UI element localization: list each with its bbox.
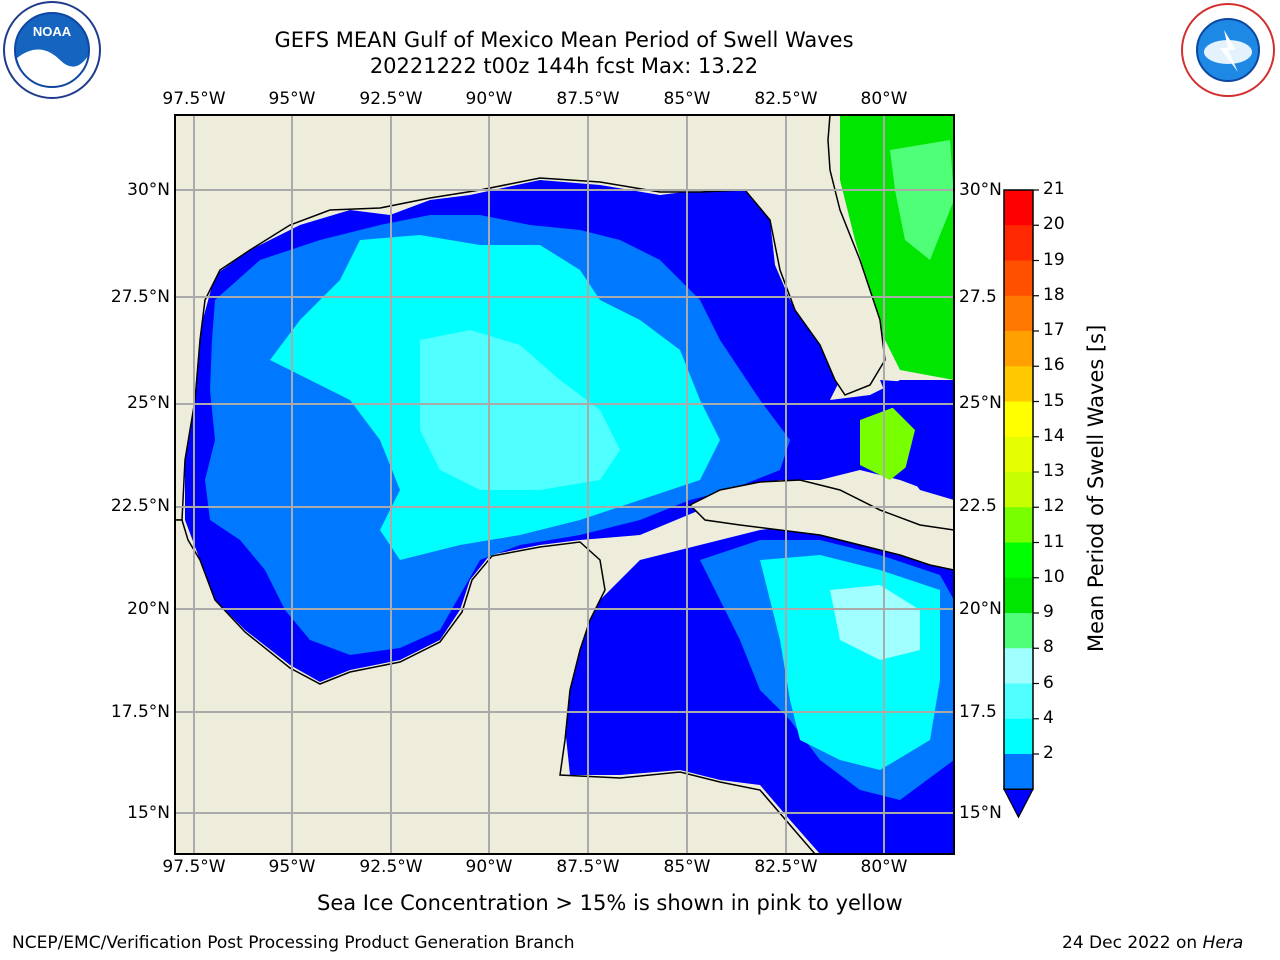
- lat-label-left: 22.5°N: [110, 496, 170, 516]
- colorbar-segment: [1004, 472, 1033, 508]
- colorbar: [1003, 189, 1039, 819]
- lon-label-top: 90°W: [465, 89, 513, 109]
- colorbar-tick-label: 15: [1043, 390, 1065, 411]
- lat-label-left: 30°N: [127, 180, 170, 200]
- colorbar-tick-label: 19: [1043, 249, 1065, 270]
- lon-label-bottom: 90°W: [465, 857, 513, 877]
- footer-date: 24 Dec 2022 on Hera: [1062, 933, 1243, 953]
- footer-host: Hera: [1202, 933, 1244, 953]
- sea-ice-caption: Sea Ice Concentration > 15% is shown in …: [317, 891, 903, 915]
- colorbar-segment: [1004, 260, 1033, 297]
- colorbar-segment: [1004, 718, 1033, 755]
- lat-label-left: 27.5°N: [110, 287, 170, 307]
- colorbar-tick-label: 12: [1043, 496, 1065, 517]
- colorbar-segment: [1004, 190, 1033, 226]
- lon-label-top: 87.5°W: [556, 89, 620, 109]
- map-title-line2: 20221222 t00z 144h fcst Max: 13.22: [369, 54, 759, 78]
- lon-label-bottom: 92.5°W: [359, 857, 423, 877]
- nws-logo-icon: [1181, 3, 1275, 97]
- lon-label-top: 92.5°W: [359, 89, 423, 109]
- footer-date-text: 24 Dec 2022 on: [1062, 933, 1198, 953]
- lat-label-right: 17.5: [959, 702, 997, 722]
- colorbar-tick-label: 10: [1043, 566, 1065, 587]
- lat-label-left: 17.5°N: [110, 702, 170, 722]
- graticule: [175, 115, 954, 854]
- lat-label-right: 15°N: [959, 803, 1002, 823]
- lon-label-bottom: 85°W: [663, 857, 711, 877]
- colorbar-tick-label: 18: [1043, 284, 1065, 305]
- north-america-land: [175, 115, 886, 521]
- lon-label-top: 95°W: [268, 89, 316, 109]
- lon-label-bottom: 80°W: [860, 857, 908, 877]
- colorbar-tick-label: 4: [1043, 707, 1054, 728]
- lon-label-bottom: 97.5°W: [162, 857, 226, 877]
- colorbar-tick-label: 8: [1043, 637, 1054, 658]
- colorbar-segment: [1004, 366, 1033, 402]
- lat-label-right: 25°N: [959, 393, 1002, 413]
- colorbar-tick-label: 6: [1043, 672, 1054, 693]
- lon-label-top: 80°W: [860, 89, 908, 109]
- lon-label-bottom: 95°W: [268, 857, 316, 877]
- footer-credit: NCEP/EMC/Verification Post Processing Pr…: [12, 933, 575, 953]
- lon-label-bottom: 87.5°W: [556, 857, 620, 877]
- lat-label-right: 20°N: [959, 599, 1002, 619]
- colorbar-segment: [1004, 225, 1033, 261]
- colorbar-segment: [1004, 683, 1033, 720]
- lat-label-left: 20°N: [127, 599, 170, 619]
- colorbar-tick-label: 11: [1043, 531, 1065, 552]
- lon-label-bottom: 82.5°W: [754, 857, 818, 877]
- colorbar-segment: [1004, 577, 1033, 614]
- colorbar-segment: [1004, 648, 1033, 684]
- colorbar-tick-label: 20: [1043, 214, 1065, 235]
- colorbar-tick-label: 2: [1043, 743, 1054, 763]
- lat-label-left: 25°N: [127, 393, 170, 413]
- svg-text:NOAA: NOAA: [33, 24, 72, 39]
- colorbar-segment: [1004, 613, 1033, 649]
- colorbar-segment: [1004, 754, 1033, 790]
- colorbar-tick-label: 21: [1043, 179, 1065, 199]
- colorbar-segment: [1004, 295, 1033, 332]
- lat-label-right: 30°N: [959, 180, 1002, 200]
- lon-label-top: 82.5°W: [754, 89, 818, 109]
- gulf-swell-field-light: [420, 330, 620, 490]
- lat-label-right: 27.5: [959, 287, 997, 307]
- colorbar-tick-label: 9: [1043, 602, 1054, 622]
- lon-label-top: 97.5°W: [162, 89, 226, 109]
- colorbar-tick-label: 14: [1043, 425, 1065, 446]
- colorbar-segment: [1004, 331, 1033, 367]
- lon-label-top: 85°W: [663, 89, 711, 109]
- colorbar-tick-label: 16: [1043, 355, 1065, 376]
- map-frame: [174, 114, 955, 855]
- colorbar-extend-triangle: [1003, 788, 1034, 819]
- mexico-central-america-land: [175, 519, 816, 854]
- colorbar-segment: [1004, 436, 1033, 473]
- map-title-line1: GEFS MEAN Gulf of Mexico Mean Period of …: [274, 28, 854, 52]
- colorbar-tick-label: 17: [1043, 320, 1065, 340]
- colorbar-segment: [1004, 542, 1033, 579]
- noaa-logo-icon: NOAA: [3, 1, 101, 99]
- colorbar-segment: [1004, 507, 1033, 543]
- colorbar-segment: [1004, 401, 1033, 438]
- colorbar-frame: [1003, 189, 1034, 790]
- lat-label-left: 15°N: [127, 803, 170, 823]
- colorbar-title: Mean Period of Swell Waves [s]: [1084, 324, 1108, 652]
- lat-label-right: 22.5: [959, 496, 997, 516]
- colorbar-tick-label: 13: [1043, 461, 1065, 481]
